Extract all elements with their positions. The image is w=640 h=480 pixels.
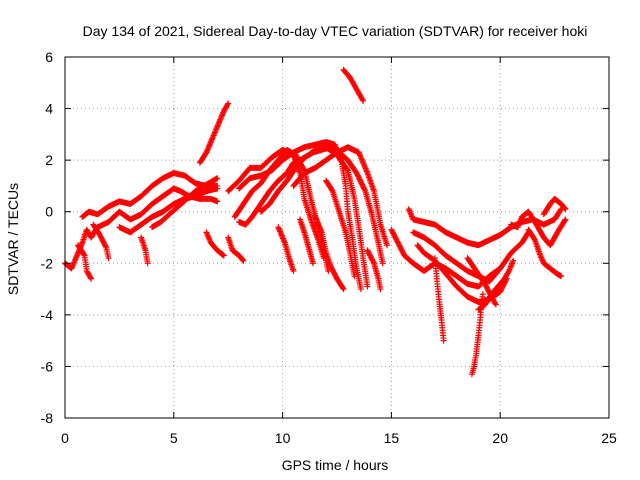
- series-t19: [323, 177, 358, 280]
- data-point: [220, 251, 227, 258]
- data-point: [562, 206, 569, 213]
- series-t10: [225, 234, 247, 264]
- series-t6: [138, 234, 151, 267]
- data-point: [384, 242, 391, 249]
- data-point: [440, 337, 447, 344]
- data-point: [310, 260, 317, 267]
- data-point: [88, 275, 95, 282]
- series-t24: [405, 206, 565, 249]
- series-t31: [508, 208, 569, 249]
- data-point: [225, 100, 232, 107]
- data-point: [370, 258, 377, 265]
- data-point: [144, 260, 151, 267]
- series-t1: [62, 185, 221, 272]
- data-point: [357, 286, 364, 293]
- data-point: [492, 301, 499, 308]
- series-t28: [464, 255, 499, 308]
- y-tick-label: 4: [45, 101, 53, 117]
- y-tick-label: 6: [45, 49, 53, 65]
- x-tick-label: 5: [170, 430, 178, 446]
- chart-title: Day 134 of 2021, Sidereal Day-to-day VTE…: [83, 23, 588, 39]
- data-point: [220, 252, 227, 259]
- data-point: [561, 217, 568, 224]
- data-point: [361, 186, 368, 193]
- y-tick-label: -8: [41, 410, 54, 426]
- data-point: [379, 260, 386, 267]
- series-t25: [410, 229, 532, 285]
- data-point: [531, 235, 538, 242]
- x-tick-label: 25: [601, 430, 617, 446]
- y-tick-label: -2: [41, 255, 54, 271]
- series-t33: [540, 195, 569, 218]
- data-point: [239, 256, 246, 263]
- data-point: [505, 269, 512, 276]
- data-point: [80, 251, 87, 258]
- y-tick-label: 2: [45, 152, 53, 168]
- series-t21: [340, 66, 367, 104]
- data-point: [102, 243, 109, 250]
- series-t9: [203, 229, 227, 259]
- x-tick-label: 20: [492, 430, 508, 446]
- y-tick-label: -6: [41, 358, 54, 374]
- data-point: [328, 186, 335, 193]
- data-point: [87, 274, 94, 281]
- x-tick-label: 10: [275, 430, 291, 446]
- data-point: [377, 286, 384, 293]
- data-point: [214, 185, 221, 192]
- data-point: [105, 255, 112, 262]
- series-t27: [431, 255, 447, 344]
- x-tick-label: 15: [384, 430, 400, 446]
- data-series: [62, 66, 569, 378]
- data-point: [240, 257, 247, 264]
- series-t4: [90, 221, 112, 262]
- data-point: [359, 96, 366, 103]
- y-axis-label: SDTVAR / TECUs: [5, 183, 21, 295]
- data-point: [562, 216, 569, 223]
- data-point: [340, 286, 347, 293]
- series-t32: [525, 226, 565, 280]
- series-t14: [236, 144, 371, 290]
- series-t7: [149, 175, 221, 231]
- series-t13: [236, 139, 364, 293]
- series-t18: [312, 213, 347, 293]
- series-t3: [79, 170, 221, 220]
- y-tick-label: 0: [45, 204, 53, 220]
- series-t30: [475, 257, 517, 313]
- data-point: [360, 97, 367, 104]
- series-t22: [364, 247, 384, 293]
- data-point: [557, 207, 564, 214]
- x-axis-label: GPS time / hours: [282, 457, 389, 473]
- data-point: [561, 205, 568, 212]
- series-t16: [275, 224, 297, 275]
- data-point: [468, 371, 475, 378]
- data-point: [364, 283, 371, 290]
- data-point: [214, 175, 221, 182]
- data-point: [290, 268, 297, 275]
- axis-tick-labels: 0 5 10 15 20 25 -8 -6 -4 -2 0 2 4 6: [41, 49, 617, 446]
- series-t20: [290, 144, 391, 249]
- plot-frame: [64, 56, 610, 419]
- axis-ticks: [64, 56, 610, 419]
- y-tick-label: -4: [41, 307, 54, 323]
- series-t2: [75, 242, 95, 282]
- series-t8: [196, 100, 232, 166]
- data-point: [558, 273, 565, 280]
- data-point: [214, 198, 221, 205]
- data-point: [339, 284, 346, 291]
- x-tick-label: 0: [61, 430, 69, 446]
- series-t17: [297, 216, 317, 267]
- data-point: [351, 273, 358, 280]
- data-point: [224, 101, 231, 108]
- data-point: [510, 257, 517, 264]
- data-point: [344, 166, 351, 173]
- data-point: [492, 300, 499, 307]
